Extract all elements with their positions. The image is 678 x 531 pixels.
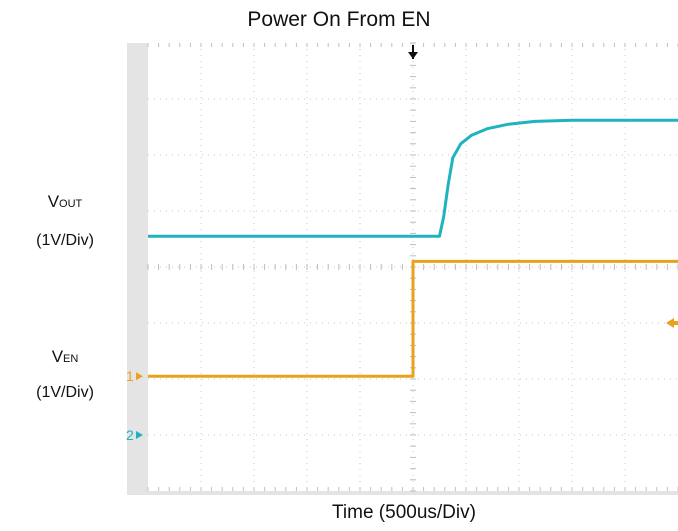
- vout-trace: [148, 118, 678, 238]
- chart-title: Power On From EN: [247, 8, 431, 31]
- ch1-ground-marker-label: 1: [126, 368, 134, 384]
- vout-scale-label: (1V/Div): [36, 232, 94, 249]
- ven-trace: [148, 259, 678, 378]
- x-axis-label: Time (500us/Div): [332, 502, 476, 523]
- vout-label-main: V: [47, 192, 60, 211]
- ven-label-main: V: [51, 347, 64, 366]
- ch2-ground-marker: [136, 431, 143, 439]
- ven-label-sub: EN: [63, 353, 79, 365]
- ch2-ground-marker-label: 2: [126, 427, 134, 443]
- ven-scale-label: (1V/Div): [36, 384, 94, 401]
- scope-left-margin: [127, 43, 148, 495]
- trigger-arrow-icon: [408, 52, 418, 59]
- scope-bottom-margin: [127, 491, 678, 495]
- vout-label-sub: OUT: [59, 198, 83, 210]
- ch1-ground-marker: [136, 372, 143, 381]
- vout-label: VOUT: [0, 192, 130, 212]
- ven-label: VEN: [0, 347, 130, 367]
- trigger-level-marker-icon: [666, 318, 674, 328]
- trigger-level-marker-tail: [673, 321, 678, 325]
